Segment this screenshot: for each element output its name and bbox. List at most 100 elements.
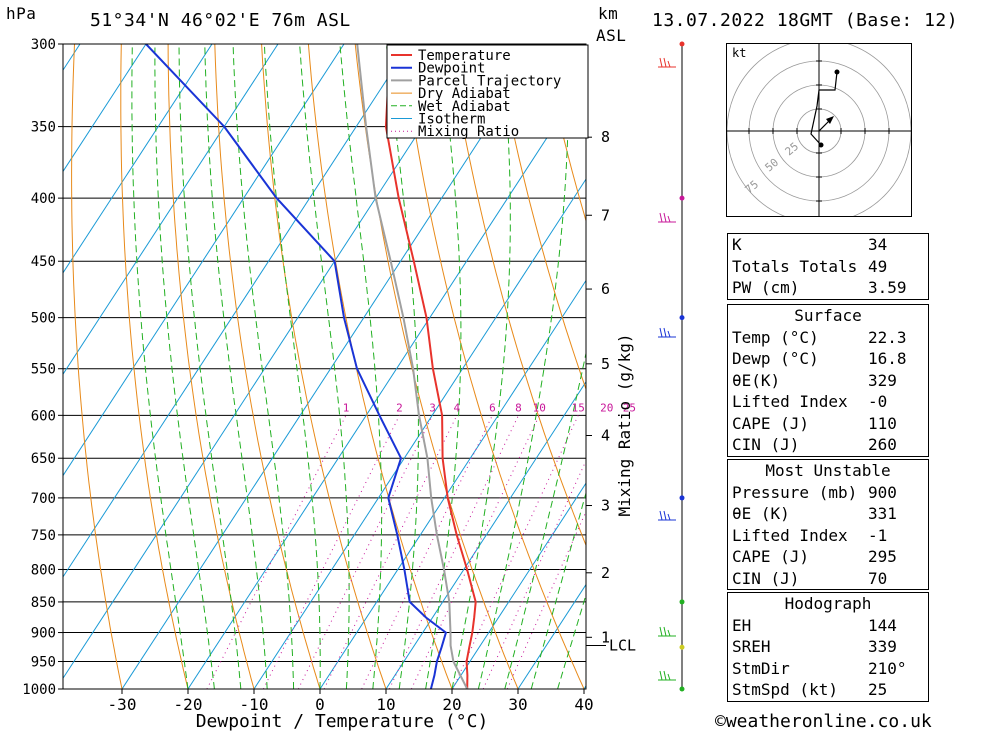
mixing-ratio-line [361, 415, 493, 689]
pressure-tick-label: 400 [31, 191, 56, 207]
mixing-ratio-label: 6 [489, 401, 496, 414]
isotherm-line [63, 44, 147, 173]
mixing-ratio-label: 20 [600, 401, 613, 414]
mixing-ratio-label: 3 [429, 401, 436, 414]
hodograph: kt 25 50 75 [726, 38, 912, 224]
legend-entry: Mixing Ratio [418, 124, 519, 140]
wind-level-dot [679, 599, 685, 605]
isotherm-line [0, 44, 14, 689]
pressure-tick-label: 750 [31, 528, 56, 544]
temp-tick-label: 0 [315, 695, 325, 714]
dry-adiabat-line [261, 44, 387, 689]
most_unstable-row-label: Pressure (mb) [732, 482, 858, 502]
pressure-tick-label: 650 [31, 451, 56, 467]
most_unstable-row: Pressure (mb) 900 [728, 482, 928, 504]
wind-level-dot [679, 644, 685, 650]
idx-pw-label: PW (cm) [732, 278, 800, 297]
hodograph-plot: kt 25 50 75 [726, 38, 912, 224]
legend-entry: Wet Adiabat [418, 99, 511, 115]
temp-tick-label: 30 [508, 695, 527, 714]
temp-tick-label: -10 [240, 695, 269, 714]
legend-entry: Temperature [418, 48, 511, 64]
surface-row-value: 110 [868, 413, 897, 433]
pressure-tick-label: 550 [31, 362, 56, 378]
x-axis-label: Dewpoint / Temperature (°C) [196, 711, 489, 732]
idx-k-label: K [732, 235, 742, 254]
mixing-ratio-label: 25 [623, 401, 636, 414]
hodograph_table-row: SREH 339 [728, 636, 928, 658]
wind-level-dot [679, 686, 685, 692]
pressure-tick-label: 300 [31, 37, 56, 53]
idx-pw-value: 3.59 [868, 278, 907, 297]
mixing-ratio-axis-label: Mixing Ratio (g/kg) [615, 333, 634, 516]
hodograph_table-row-label: StmDir [732, 658, 790, 678]
surface-row-value: 329 [868, 370, 897, 390]
mixing-ratio-label: 1 [343, 401, 350, 414]
km-tick-label: 5 [601, 355, 610, 373]
mixing-ratio-line [452, 415, 579, 689]
mixing-ratio-label: 15 [572, 401, 585, 414]
temp-tick-label: 40 [574, 695, 593, 714]
most_unstable-row-label: Lifted Index [732, 525, 848, 545]
km-tick-label: 1 [601, 628, 610, 646]
legend-entry: Dewpoint [418, 61, 485, 77]
wet-adiabat-line [154, 44, 215, 689]
surface-title: Surface [794, 306, 862, 325]
most_unstable-row-value: 900 [868, 482, 897, 502]
isotherm-line [187, 76, 586, 689]
surface-row: θE(K) 329 [728, 370, 928, 392]
surface-row-label: Dewp (°C) [732, 349, 819, 368]
isotherm-line [63, 44, 477, 680]
most_unstable-row-value: 295 [868, 547, 897, 566]
header-datetime: 13.07.2022 18GMT (Base: 12) [652, 10, 959, 31]
temp-tick-label: -30 [108, 695, 137, 714]
surface-row-label: θE(K) [732, 370, 781, 390]
dry-adiabat-line [401, 44, 585, 689]
isotherm-line [451, 482, 586, 689]
dry-adiabat-line [307, 44, 453, 689]
legend-entry: Dry Adiabat [418, 86, 511, 102]
isotherm-line [253, 178, 586, 689]
legend-entry: Isotherm [418, 112, 485, 128]
surface-row-label: Lifted Index [732, 392, 848, 411]
wet-adiabat-line [530, 490, 586, 689]
surface-row: CIN (J) 260 [728, 434, 928, 456]
hodograph_table-row-label: SREH [732, 637, 771, 656]
legend-frame [386, 44, 589, 139]
pressure-tick-label: 350 [31, 120, 56, 136]
hodo-ring-label-25: 25 [783, 140, 802, 158]
hodograph_table-row: StmSpd (kt) 25 [728, 679, 928, 701]
surface-row: Temp (°C) 22.3 [728, 327, 928, 349]
km-tick-label: 8 [601, 128, 610, 146]
wind-barb [658, 510, 676, 521]
hodograph_table-row: StmDir 210° [728, 658, 928, 680]
hodograph-table-title: Hodograph [784, 594, 872, 613]
dry-adiabat-line [214, 44, 321, 689]
isotherm-line [319, 279, 586, 689]
hodograph-trace [810, 71, 838, 146]
wet-adiabat-line [477, 44, 569, 689]
wind-profile [658, 41, 685, 692]
pressure-tick-label: 800 [31, 562, 56, 578]
temp-tick-label: 20 [442, 695, 461, 714]
mixing-ratio-label: 8 [515, 401, 522, 414]
hodograph_table-row-value: 25 [868, 680, 888, 699]
mixing-ratio-line [482, 459, 586, 689]
km-tick-label: 3 [601, 497, 610, 515]
most_unstable-row-value: 331 [868, 504, 897, 523]
header-km: km [598, 4, 619, 23]
dry-adiabat-line [71, 44, 123, 689]
pressure-tick-label: 1000 [22, 682, 56, 698]
wind-level-dot [679, 495, 685, 501]
pressure-tick-label: 600 [31, 408, 56, 424]
pressure-tick-label: 850 [31, 595, 56, 611]
wind-barb [658, 670, 676, 681]
mixing-ratio-label: 2 [396, 401, 403, 414]
surface-row-value: -0 [868, 392, 888, 411]
most_unstable-row-value: 70 [868, 568, 888, 588]
wet-adiabat-line [339, 44, 383, 689]
surface-row: Lifted Index -0 [728, 391, 928, 413]
lcl-label: LCL [609, 636, 636, 654]
mixing-ratio-line [262, 415, 400, 689]
wind-barb [658, 626, 676, 637]
